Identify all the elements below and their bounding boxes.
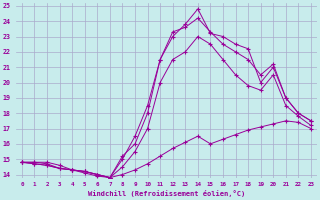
X-axis label: Windchill (Refroidissement éolien,°C): Windchill (Refroidissement éolien,°C) bbox=[88, 190, 245, 197]
